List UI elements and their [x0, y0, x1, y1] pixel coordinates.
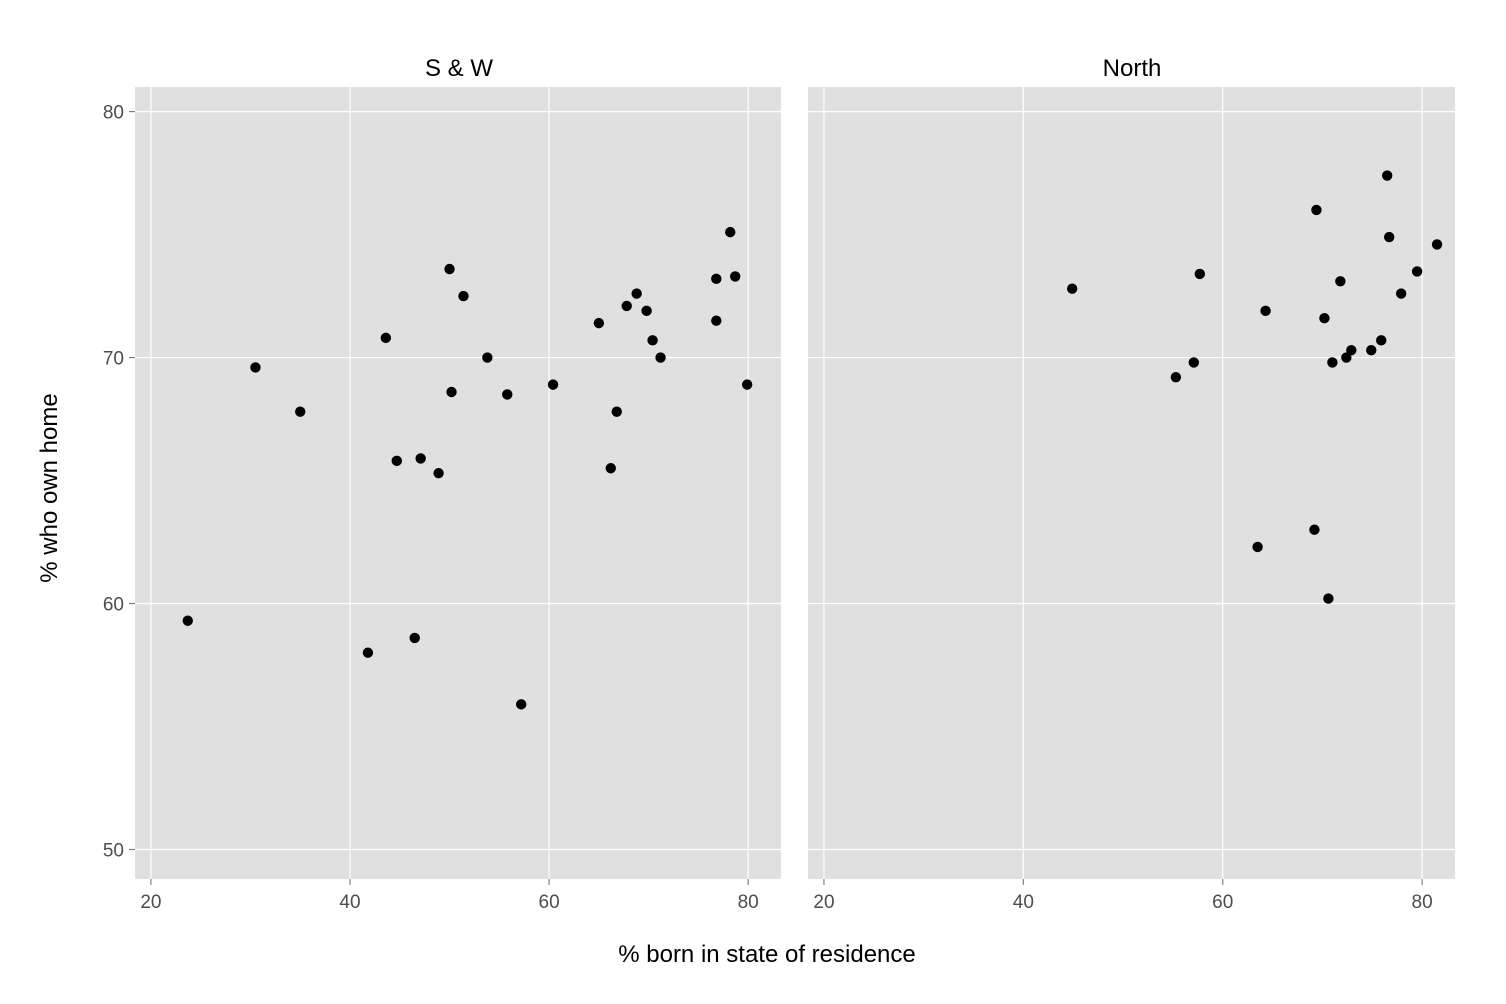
data-point — [1252, 541, 1263, 553]
data-point — [1323, 593, 1334, 604]
data-point — [741, 379, 753, 390]
data-point — [1384, 231, 1395, 243]
data-point — [605, 463, 616, 474]
x-tick-label: 60 — [539, 892, 560, 913]
data-point — [1411, 266, 1423, 277]
x-tick-label: 40 — [1013, 892, 1034, 913]
y-axis-title: % who own home — [36, 393, 63, 582]
data-point — [1170, 372, 1182, 383]
y-tick-label: 70 — [103, 349, 124, 370]
data-point — [711, 273, 722, 285]
panel-title-sw: S & W — [425, 55, 493, 82]
panel-background — [808, 87, 1455, 879]
y-tick-label: 50 — [103, 840, 124, 861]
data-point — [446, 386, 457, 398]
data-point — [250, 362, 261, 373]
x-tick-label: 80 — [1412, 892, 1433, 913]
data-point — [711, 315, 722, 326]
data-point — [621, 300, 632, 312]
data-point — [725, 226, 736, 238]
x-tick-label: 20 — [813, 892, 834, 913]
x-tick-label: 60 — [1212, 892, 1233, 913]
data-point — [295, 406, 306, 417]
data-point — [593, 317, 605, 329]
panel-sw: S & W 20 40 60 80 50 60 70 80 — [103, 55, 781, 913]
data-point — [1376, 335, 1387, 346]
data-point — [433, 467, 444, 479]
x-tick-label: 80 — [738, 892, 759, 913]
data-point — [1188, 357, 1200, 368]
data-point — [647, 335, 658, 346]
x-axis-title: % born in state of residence — [618, 941, 916, 968]
data-point — [516, 699, 527, 710]
data-point — [409, 632, 420, 644]
data-point — [391, 455, 402, 467]
panel-title-north: North — [1103, 55, 1162, 82]
data-point — [631, 288, 642, 299]
data-point — [1431, 239, 1443, 250]
data-point — [1335, 276, 1346, 287]
data-point — [415, 453, 426, 464]
data-point — [1346, 344, 1357, 356]
y-tick-label: 80 — [103, 103, 124, 124]
data-point — [1311, 204, 1322, 216]
data-point — [1382, 170, 1393, 181]
data-point — [1327, 357, 1338, 368]
x-tick-label: 40 — [339, 892, 360, 913]
data-point — [611, 406, 622, 417]
data-point — [1309, 524, 1320, 535]
data-point — [1194, 268, 1205, 280]
data-point — [655, 352, 666, 363]
data-point — [1066, 283, 1078, 294]
data-point — [380, 332, 392, 344]
data-point — [1319, 313, 1330, 324]
data-point — [482, 352, 493, 363]
data-point — [1395, 288, 1407, 299]
panel-background — [135, 87, 781, 879]
x-tick-label: 20 — [140, 892, 161, 913]
data-point — [502, 389, 513, 400]
data-point — [1341, 352, 1352, 363]
data-point — [547, 379, 559, 390]
data-point — [1366, 344, 1377, 356]
y-tick-label: 60 — [103, 595, 124, 616]
data-point — [182, 615, 193, 626]
data-point — [362, 647, 374, 658]
data-point — [730, 271, 741, 282]
data-point — [641, 305, 652, 317]
data-point — [444, 263, 455, 275]
data-point — [1260, 305, 1271, 317]
panel-north: North 20 40 60 80 — [808, 55, 1455, 913]
data-point — [458, 290, 469, 302]
